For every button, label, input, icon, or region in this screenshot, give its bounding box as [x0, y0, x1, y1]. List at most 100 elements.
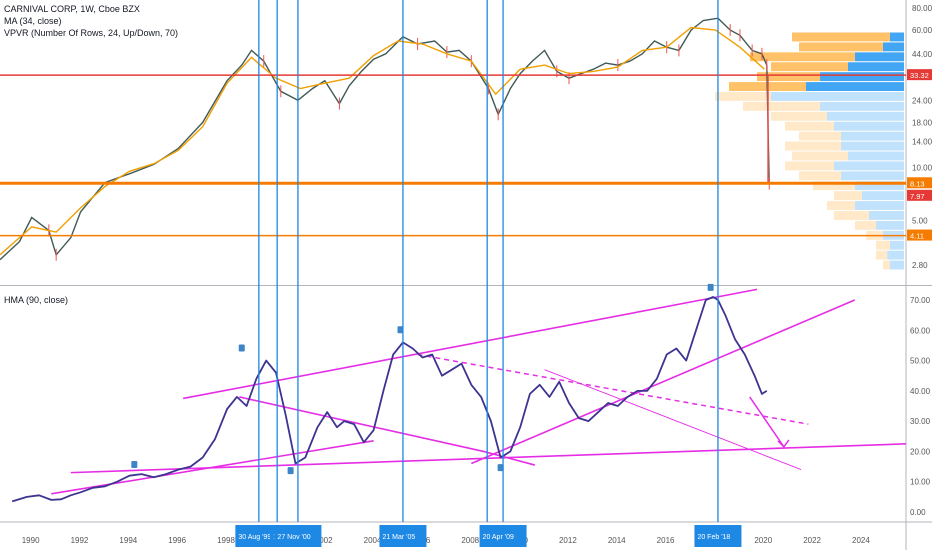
hma-tick-label: 10.00: [910, 478, 931, 487]
time-tick-label: 2020: [754, 536, 772, 545]
vpvr-row-up: [869, 211, 904, 220]
trendline: [239, 396, 484, 453]
vpvr-row-up: [827, 111, 904, 121]
price-tick-label: 44.00: [912, 50, 932, 59]
hma-tick-label: 30.00: [910, 417, 931, 426]
time-tick-label: 1990: [22, 536, 40, 545]
vertical-marker-tag: [694, 525, 742, 547]
vertical-marker-label: 20 Apr '09: [483, 534, 514, 541]
ma-series: [0, 26, 765, 256]
vpvr-row-down: [785, 161, 834, 171]
hma-flag-marker: [287, 467, 294, 475]
trendline: [544, 369, 802, 471]
hma-series: [11, 296, 768, 503]
time-tick-label: 2012: [559, 536, 577, 545]
trendline: [183, 288, 758, 400]
price-tag-label: 7.97: [910, 192, 925, 201]
vpvr-row-up: [855, 52, 904, 62]
vpvr-row-down: [876, 240, 890, 250]
hma-flag-marker: [397, 326, 404, 334]
vpvr-row-up: [855, 181, 904, 191]
price-tag-label: 8.13: [910, 179, 925, 188]
vertical-marker-label: 21 Mar '05: [382, 534, 415, 541]
price-tag-box: [907, 177, 932, 189]
vpvr-row-up: [848, 62, 904, 72]
time-tick-label: 2014: [608, 536, 626, 545]
vpvr-row-down: [834, 211, 869, 220]
hma-tick-label: 60.00: [910, 326, 931, 335]
vpvr-row-down: [799, 131, 841, 141]
vpvr-row-down: [743, 101, 820, 111]
vertical-marker-tag: [479, 525, 527, 547]
vpvr-row-down: [771, 62, 848, 72]
hma-flag-marker: [707, 283, 714, 291]
legend-symbol[interactable]: CARNIVAL CORP, 1W, Cboe BZX: [4, 4, 140, 14]
vpvr-row-down: [799, 171, 841, 181]
hma-tick-label: 20.00: [910, 447, 931, 456]
vpvr-row-up: [841, 141, 904, 151]
legend-hma[interactable]: HMA (90, close): [4, 295, 69, 305]
forecast-arrow-head: [777, 439, 790, 449]
time-tick-label: 2008: [461, 536, 479, 545]
price-tick-label: 80.00: [912, 4, 932, 13]
vertical-marker-label: 20 Feb '18: [697, 534, 730, 541]
price-tick-label: 18.00: [912, 118, 932, 127]
price-tick-label: 2.80: [912, 261, 928, 270]
hma-tick-label: 50.00: [910, 357, 931, 366]
price-tick-label: 60.00: [912, 26, 932, 35]
trendline: [70, 443, 907, 474]
price-tag-label: 4.11: [910, 232, 924, 241]
hma-tick-label: 40.00: [910, 387, 931, 396]
price-tick-label: 14.00: [912, 138, 932, 147]
price-tag-box: [907, 69, 932, 81]
vpvr-row-down: [799, 42, 883, 52]
price-tick-label: 10.00: [912, 163, 932, 172]
vertical-marker-tag: [379, 525, 427, 547]
vpvr-row-down: [883, 260, 890, 270]
price-tag-box: [907, 189, 932, 201]
price-tag-label: 33.32: [910, 71, 929, 80]
vpvr-row-down: [757, 72, 820, 82]
time-tick-label: 2002: [315, 536, 333, 545]
time-tick-label: 2004: [364, 536, 382, 545]
time-tick-label: 1996: [168, 536, 186, 545]
vpvr-row-down: [792, 32, 890, 42]
time-tick-label: 2022: [803, 536, 821, 545]
vpvr-row-up: [890, 240, 904, 250]
forecast-arrow: [749, 396, 785, 448]
time-tick-label: 2016: [657, 536, 675, 545]
vpvr-row-down: [827, 201, 855, 210]
vpvr-row-up: [848, 151, 904, 161]
hma-flag-marker: [131, 461, 138, 469]
legend-ma[interactable]: MA (34, close): [4, 16, 62, 26]
time-tick-label: 2024: [852, 536, 870, 545]
vpvr-row-down: [750, 52, 855, 62]
trendline: [471, 299, 856, 465]
vpvr-row-up: [883, 42, 904, 52]
vpvr-row-down: [715, 92, 771, 101]
vpvr-row-down: [855, 220, 876, 230]
vpvr-row-down: [813, 181, 855, 191]
price-tick-label: 24.00: [912, 96, 932, 105]
hma-tick-label: 0.00: [910, 508, 926, 517]
vpvr-row-up: [771, 92, 904, 101]
vertical-marker-label: 30 Aug '99: [238, 534, 271, 541]
vpvr-row-down: [771, 111, 827, 121]
vpvr-row-up: [890, 260, 904, 270]
vpvr-row-up: [820, 101, 904, 111]
vpvr-row-down: [792, 151, 848, 161]
vpvr-row-up: [820, 72, 904, 82]
vpvr-row-down: [834, 191, 862, 201]
hma-flag-marker: [497, 464, 504, 472]
hma-flag-marker: [238, 344, 245, 352]
vpvr-row-down: [876, 250, 888, 260]
vpvr-row-up: [887, 250, 904, 260]
vpvr-row-up: [841, 131, 904, 141]
legend-vpvr[interactable]: VPVR (Number Of Rows, 24, Up/Down, 70): [4, 28, 179, 38]
vertical-marker-label: 27 Nov '00: [277, 534, 310, 541]
vpvr-row-up: [862, 191, 904, 201]
price-tick-label: 5.00: [912, 217, 928, 226]
vpvr-row-up: [834, 121, 904, 131]
vertical-marker-tag: [274, 525, 322, 547]
